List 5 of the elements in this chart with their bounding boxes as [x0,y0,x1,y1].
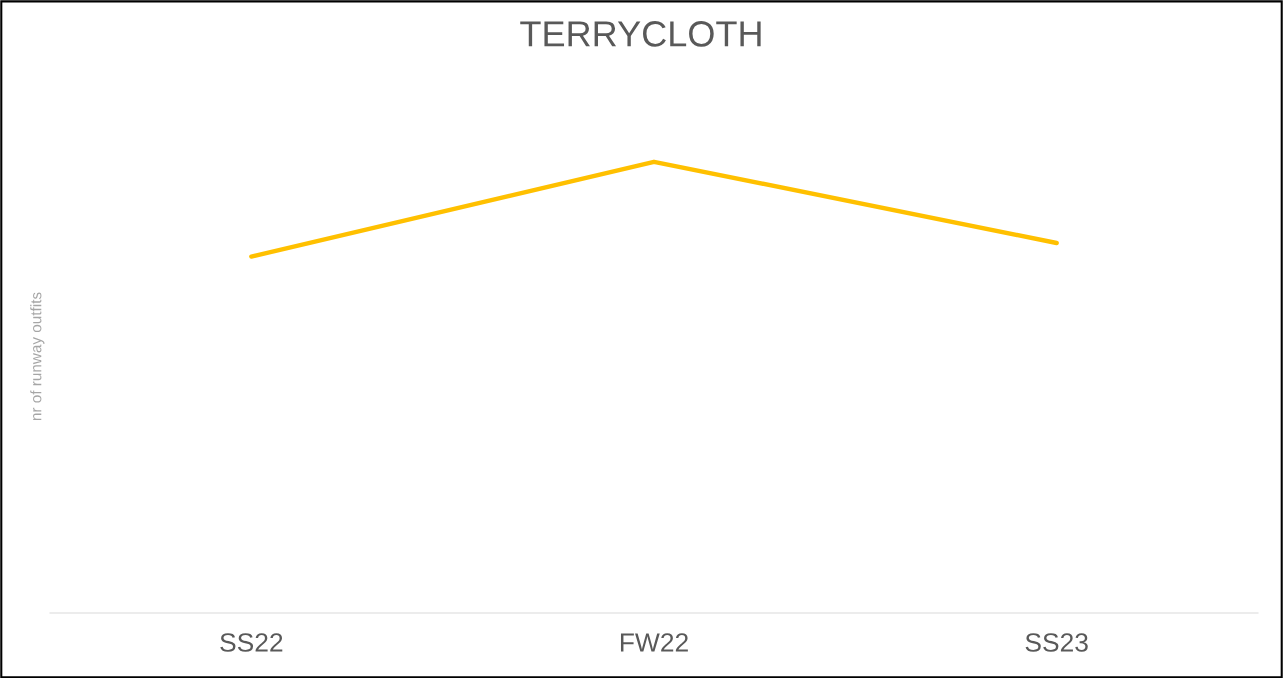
x-tick-label: FW22 [620,633,688,652]
x-tick-label: SS23 [1025,633,1088,652]
chart-title: TERRYCLOTH [520,21,761,47]
x-tick-label: SS22 [220,633,283,652]
y-axis-title: nr of runway outfits [30,292,45,421]
